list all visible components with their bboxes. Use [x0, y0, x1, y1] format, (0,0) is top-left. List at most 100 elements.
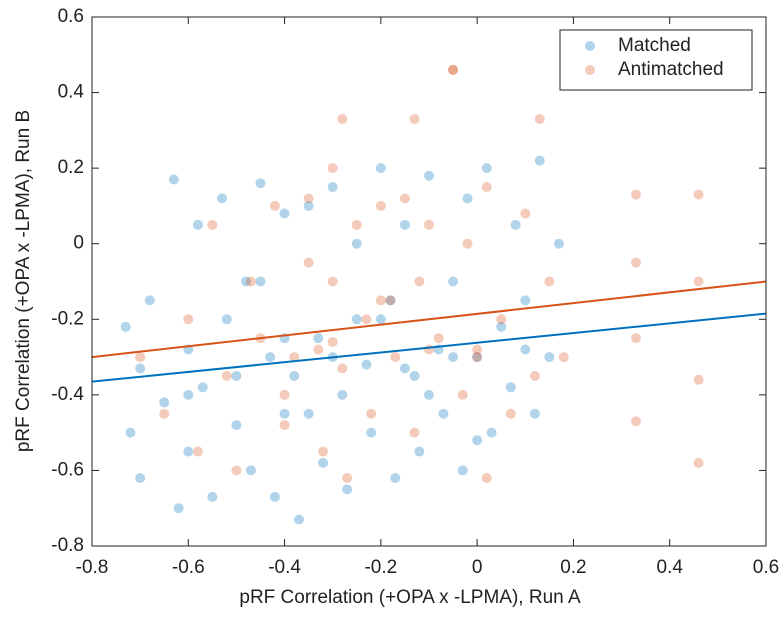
scatter-point [438, 408, 449, 419]
scatter-point [534, 114, 545, 125]
scatter-point [255, 178, 266, 189]
scatter-point [375, 295, 386, 306]
scatter-point [327, 182, 338, 193]
scatter-point [135, 472, 146, 483]
axes-box [91, 16, 767, 547]
y-tick-label: -0.8 [51, 535, 84, 556]
scatter-point [221, 370, 232, 381]
x-tick-label: 0.6 [753, 557, 779, 578]
scatter-point [375, 200, 386, 211]
scatter-point [472, 352, 483, 363]
scatter-point [231, 420, 242, 431]
scatter-point [409, 114, 420, 125]
scatter-point [631, 333, 642, 344]
scatter-point [631, 189, 642, 200]
scatter-point [366, 427, 377, 438]
x-axis-label: pRF Correlation (+OPA x -LPMA), Run A [239, 587, 581, 608]
y-tick-label: 0.6 [58, 6, 84, 27]
scatter-point [183, 446, 194, 457]
scatter-point [351, 238, 362, 249]
scatter-point [693, 374, 704, 385]
scatter-point [269, 200, 280, 211]
x-tick-label: -0.8 [76, 557, 109, 578]
scatter-point [159, 397, 170, 408]
scatter-point [361, 314, 372, 325]
scatter-point [472, 435, 483, 446]
scatter-point [351, 314, 362, 325]
scatter-point [375, 163, 386, 174]
legend-marker [585, 65, 595, 75]
scatter-point [289, 370, 300, 381]
scatter-point [327, 163, 338, 174]
x-tick-label: 0.2 [560, 557, 586, 578]
legend-label: Antimatched [618, 59, 724, 80]
scatter-point [192, 219, 203, 230]
scatter-point [693, 276, 704, 287]
scatter-point [183, 389, 194, 400]
scatter-point [342, 472, 353, 483]
scatter-point [342, 484, 353, 495]
scatter-point [207, 219, 218, 230]
scatter-point [255, 276, 266, 287]
scatter-point [409, 427, 420, 438]
scatter-point [462, 193, 473, 204]
scatter-point [448, 64, 459, 75]
y-tick-label: -0.2 [51, 308, 84, 329]
scatter-point [168, 174, 179, 185]
scatter-point [245, 465, 256, 476]
scatter-point [279, 389, 290, 400]
scatter-point [303, 408, 314, 419]
scatter-point [245, 276, 256, 287]
scatter-point [279, 408, 290, 419]
scatter-point [424, 344, 434, 355]
scatter-point [173, 503, 184, 514]
scatter-point [327, 276, 338, 287]
scatter-point [231, 370, 242, 381]
scatter-point [159, 408, 170, 419]
scatter-point [385, 295, 396, 306]
y-tick-label: 0.4 [58, 82, 85, 103]
scatter-point [125, 427, 136, 438]
scatter-point [457, 465, 468, 476]
scatter-point [361, 359, 372, 370]
scatter-point [553, 238, 564, 249]
scatter-point [366, 408, 377, 419]
scatter-point [414, 446, 425, 457]
scatter-point [337, 363, 348, 374]
y-tick-label: -0.6 [51, 459, 84, 480]
scatter-point [520, 295, 531, 306]
x-tick-label: -0.6 [172, 557, 205, 578]
y-axis-label: pRF Correlation (+OPA x -LPMA), Run B [13, 110, 34, 452]
plot-area [92, 64, 766, 525]
scatter-point [399, 363, 410, 374]
y-tick-label: -0.4 [51, 384, 84, 405]
scatter-point [289, 352, 300, 363]
scatter-point [693, 189, 704, 200]
scatter-point [318, 457, 329, 468]
scatter-point [207, 491, 218, 502]
scatter-point [520, 208, 531, 219]
legend-marker [585, 41, 595, 51]
scatter-point [529, 370, 540, 381]
scatter-point [303, 193, 314, 204]
scatter-point [448, 276, 459, 287]
scatter-point [399, 219, 410, 230]
scatter-point [424, 219, 434, 230]
scatter-point [313, 333, 324, 344]
y-tick-label: 0.2 [58, 157, 84, 178]
scatter-point [544, 276, 555, 287]
fit-line [92, 280, 766, 359]
scatter-point [318, 446, 329, 457]
scatter-point [390, 352, 401, 363]
scatter-point [135, 363, 146, 374]
y-tick-label: 0 [73, 233, 84, 254]
scatter-point [390, 472, 401, 483]
scatter-point [505, 408, 516, 419]
scatter-point [529, 408, 540, 419]
scatter-point [486, 427, 497, 438]
x-tick-label: 0 [472, 557, 483, 578]
scatter-point [496, 314, 507, 325]
scatter-point [520, 344, 531, 355]
scatter-point [351, 219, 362, 230]
scatter-point [231, 465, 242, 476]
